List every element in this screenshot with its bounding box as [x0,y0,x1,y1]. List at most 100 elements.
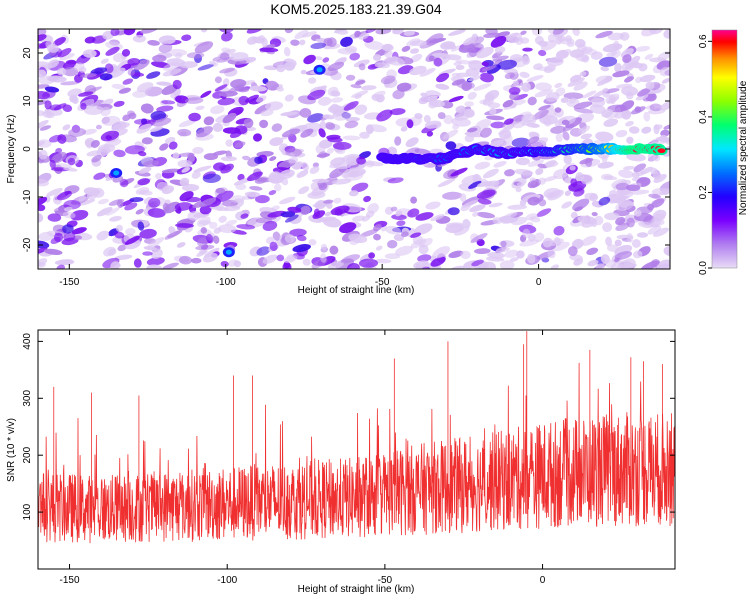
noise-blob [619,190,634,198]
noise-blob [168,141,178,150]
noise-blob [410,196,417,204]
noise-blob [52,37,66,47]
noise-blob [71,227,87,235]
noise-blob [326,147,334,154]
noise-blob [99,73,113,81]
noise-blob [544,161,559,168]
noise-blob [614,239,622,247]
noise-blob [310,42,326,49]
noise-blob [103,139,122,148]
noise-blob [38,120,49,130]
noise-blob [127,57,140,66]
noise-blob [448,29,466,36]
noise-blob [299,39,306,46]
noise-blob [533,63,543,70]
noise-blob [67,157,76,166]
noise-blob [244,191,261,198]
noise-blob [561,119,570,126]
noise-blob [462,219,471,229]
noise-blob [199,197,217,207]
noise-blob [105,135,112,140]
noise-blob [632,250,643,259]
noise-blob [90,139,100,148]
noise-blob [219,29,234,33]
noise-blob [283,261,291,269]
noise-blob [174,52,183,59]
noise-blob [631,171,640,179]
noise-blob [595,131,614,142]
noise-blob [421,262,430,267]
noise-blob [203,116,215,126]
noise-blob [527,159,544,167]
noise-blob [414,148,431,155]
noise-blob [354,104,368,115]
noise-blob [527,196,540,206]
noise-blob [318,139,333,149]
noise-blob [249,85,267,92]
noise-blob [195,244,215,251]
noise-blob [156,81,172,86]
noise-blob [573,101,593,110]
noise-blob [450,265,466,269]
noise-blob [198,220,212,226]
noise-blob [567,246,578,257]
noise-blob [289,228,307,237]
noise-blob [330,97,344,103]
noise-blob [647,152,656,162]
noise-blob [547,249,556,259]
noise-blob [401,45,411,52]
noise-blob [573,81,588,91]
noise-blob [425,201,441,210]
noise-blob [530,180,539,188]
noise-blob [537,163,548,169]
noise-blob [185,97,204,104]
noise-blob [590,219,598,228]
noise-blob [405,137,419,148]
noise-blob [62,224,74,234]
noise-blob [222,112,237,124]
noise-blob [417,254,432,262]
noise-blob [626,136,634,144]
noise-blob [298,186,310,195]
noise-blob [448,95,464,103]
noise-blob [392,89,405,100]
colorbar-tick-label: 0.4 [698,110,709,124]
noise-blob [283,46,291,57]
noise-blob [401,231,409,238]
noise-blob [92,187,105,198]
noise-blob [468,75,482,82]
noise-blob [38,69,47,78]
noise-blob [300,69,307,75]
noise-blob [309,166,320,174]
noise-blob [175,223,194,228]
noise-blob [54,259,74,265]
noise-blob [38,149,48,160]
colorbar-label: Normalized spectral amplitude [738,80,749,215]
noise-blob [334,112,352,121]
noise-blob [359,229,379,237]
noise-blob [437,178,456,188]
noise-blob [387,177,404,184]
noise-blob [278,169,295,180]
noise-blob [43,248,63,255]
noise-blob [208,61,217,66]
noise-blob [38,90,50,100]
noise-blob [320,253,327,263]
noise-blob [659,134,668,143]
noise-blob [385,225,402,235]
noise-blob [221,31,233,42]
noise-blob [214,84,228,92]
noise-blob [50,236,61,245]
noise-blob [167,230,183,238]
noise-blob [663,124,670,130]
noise-blob [268,171,281,182]
noise-blob [601,108,614,118]
noise-blob [60,81,80,86]
noise-blob [307,113,324,123]
x-tick-label: -50 [375,277,390,288]
noise-blob [380,75,396,85]
noise-blob [632,239,641,248]
noise-blob [220,52,230,61]
x-tick-label: 0 [540,575,546,586]
noise-blob [268,190,277,196]
